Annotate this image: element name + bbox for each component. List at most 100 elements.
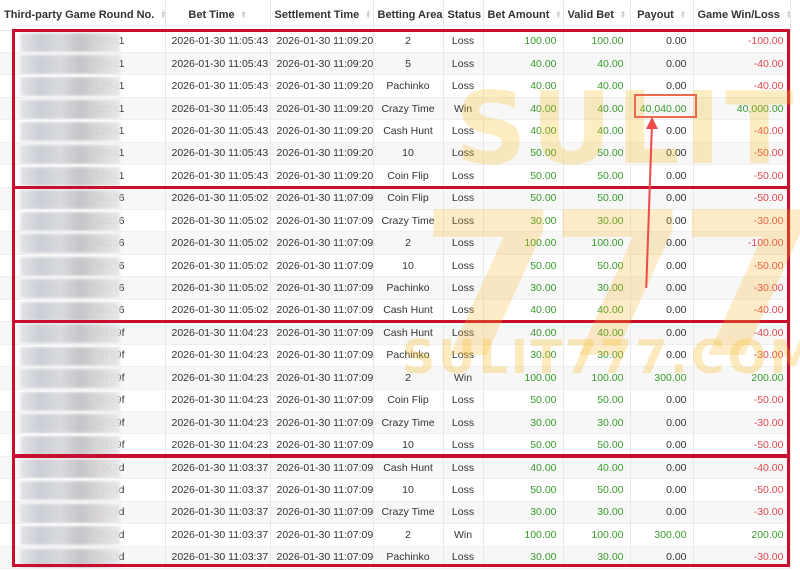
column-header-payout[interactable]: Payout ▲ ▼ <box>630 0 694 31</box>
payout-cell: 0.00 <box>630 52 694 76</box>
round-no-cell: 0c3d <box>0 456 166 480</box>
bet-amount-cell: 50.00 <box>483 142 564 166</box>
bet-amount-cell: 100.00 <box>483 366 564 390</box>
win-loss-cell: -50.00 <box>693 433 791 457</box>
column-header-label: Settlement Time <box>274 8 360 21</box>
sort-icon[interactable]: ▲▼ <box>555 9 562 20</box>
valid-bet-cell: 100.00 <box>563 523 631 547</box>
bet-amount-cell: 100.00 <box>483 30 564 53</box>
column-header-game-win-loss[interactable]: Game Win/Loss ▲▼ <box>693 0 791 31</box>
settlement-time-cell: 2026-01-30 11:09:20 <box>270 164 374 188</box>
win-loss-cell: -40.00 <box>693 321 791 345</box>
bet-amount-cell: 30.00 <box>483 411 564 435</box>
betting-area-cell: Cash Hunt <box>373 456 444 480</box>
status-cell: Loss <box>443 299 484 323</box>
bet-time-cell: 2026-01-30 11:04:23 <box>165 321 271 345</box>
valid-bet-cell: 40.00 <box>563 299 631 323</box>
bet-time-cell: 2026-01-30 11:03:37 <box>165 456 271 480</box>
redacted-round-prefix <box>20 279 120 299</box>
status-cell: Loss <box>443 546 484 570</box>
sort-icon[interactable]: ▲▼ <box>160 9 165 20</box>
payout-cell: 40,040.00 <box>630 97 694 121</box>
round-no-cell: 185a1 <box>0 52 166 76</box>
win-loss-cell: 40,000.00 <box>693 97 791 121</box>
redacted-round-prefix <box>20 212 120 231</box>
betting-area-cell: Cash Hunt <box>373 299 444 323</box>
settlement-time-cell: 2026-01-30 11:07:09 <box>270 389 374 412</box>
bet-amount-cell: 30.00 <box>483 501 564 525</box>
column-header-label: Game Win/Loss <box>697 8 780 21</box>
round-no-cell: 0c3d <box>0 478 166 502</box>
status-cell: Loss <box>443 456 484 480</box>
bet-time-cell: 2026-01-30 11:04:23 <box>165 411 271 435</box>
betting-area-cell: 10 <box>373 433 444 457</box>
valid-bet-cell: 40.00 <box>563 52 631 76</box>
round-no-cell: 185a1 <box>0 164 166 188</box>
redacted-round-prefix <box>20 503 120 523</box>
status-cell: Loss <box>443 254 484 278</box>
settlement-time-cell: 2026-01-30 11:09:20 <box>270 74 374 98</box>
settlement-time-cell: 2026-01-30 11:09:20 <box>270 142 374 166</box>
valid-bet-cell: 50.00 <box>563 142 631 166</box>
status-cell: Win <box>443 523 484 547</box>
column-header-third-party-game-round-no[interactable]: Third-party Game Round No. ▲ ▼ <box>0 0 166 31</box>
column-header-settlement-time[interactable]: Settlement Time ▲ ▼ <box>270 0 374 31</box>
round-no-cell: 4789f <box>0 366 166 390</box>
betting-area-cell: Crazy Time <box>373 97 444 121</box>
bet-amount-cell: 30.00 <box>483 546 564 570</box>
round-no-cell: 4789f <box>0 389 166 412</box>
win-loss-cell: 200.00 <box>693 523 791 547</box>
bet-time-cell: 2026-01-30 11:04:23 <box>165 366 271 390</box>
round-no-cell: 4789f <box>0 433 166 457</box>
column-header-bet-time[interactable]: Bet Time ▲ ▼ <box>165 0 271 31</box>
payout-cell: 0.00 <box>630 119 694 143</box>
sort-icon[interactable]: ▲▼ <box>786 10 789 20</box>
redacted-round-prefix <box>20 346 120 366</box>
betting-area-cell: 10 <box>373 478 444 502</box>
betting-area-cell: 5 <box>373 52 444 76</box>
win-loss-cell: -40.00 <box>693 52 791 76</box>
sort-icon[interactable]: ▲▼ <box>679 9 686 20</box>
sort-icon[interactable]: ▲▼ <box>619 9 626 20</box>
sort-icon[interactable]: ▲▼ <box>365 9 372 20</box>
valid-bet-cell: 100.00 <box>563 366 631 390</box>
round-no-cell: 4b116 <box>0 254 166 278</box>
settlement-time-cell: 2026-01-30 11:07:09 <box>270 231 374 255</box>
payout-cell: 0.00 <box>630 501 694 525</box>
status-cell: Loss <box>443 344 484 368</box>
column-header-valid-bet[interactable]: Valid Bet ▲ ▼ <box>563 0 631 31</box>
status-cell: Loss <box>443 164 484 188</box>
column-header-bet-amount[interactable]: Bet Amount ▲ ▼ <box>483 0 564 31</box>
bet-time-cell: 2026-01-30 11:05:43 <box>165 74 271 98</box>
valid-bet-cell: 100.00 <box>563 30 631 53</box>
round-no-cell: 50c3d <box>0 546 166 570</box>
settlement-time-cell: 2026-01-30 11:07:09 <box>270 254 374 278</box>
sort-icon[interactable]: ▲▼ <box>240 9 247 20</box>
betting-area-cell: Cash Hunt <box>373 119 444 143</box>
